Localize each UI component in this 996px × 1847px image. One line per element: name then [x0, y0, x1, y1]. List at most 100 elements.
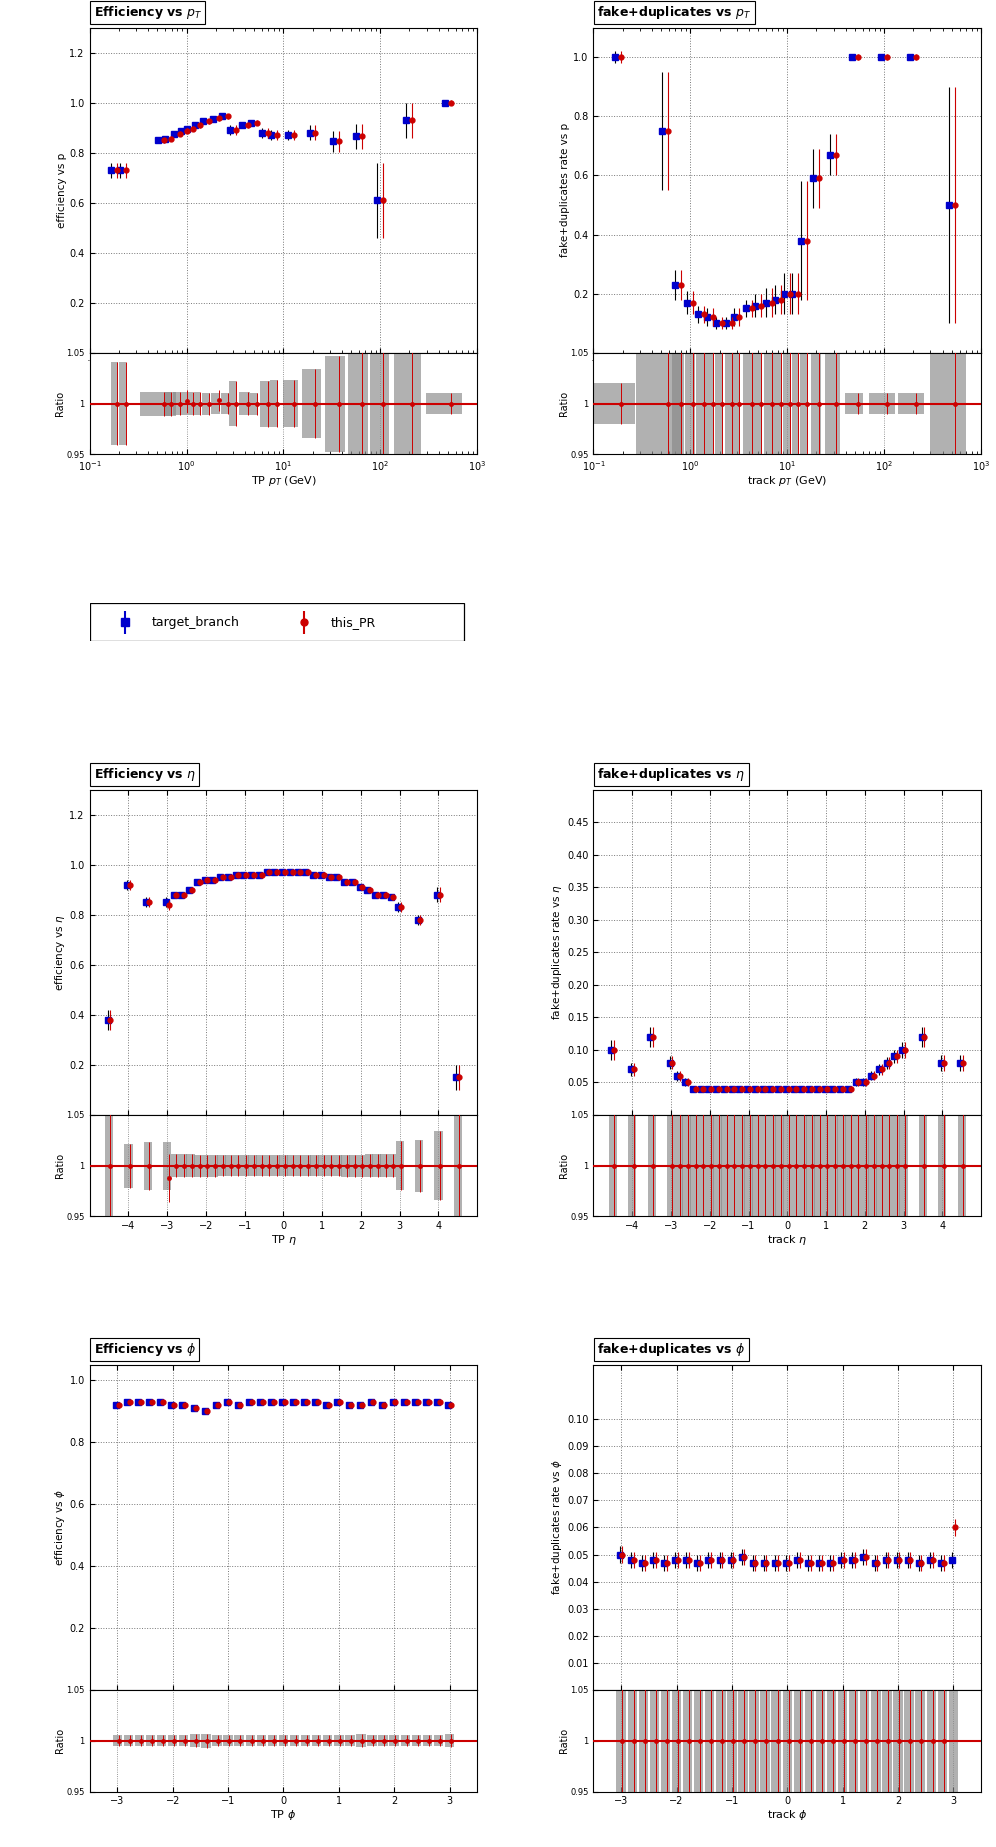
Bar: [776, 1064, 784, 1267]
Bar: [170, 1154, 179, 1177]
Text: Efficiency vs $\phi$: Efficiency vs $\phi$: [94, 1341, 196, 1358]
Bar: [938, 1014, 946, 1319]
Bar: [225, 1154, 233, 1177]
FancyBboxPatch shape: [90, 602, 464, 641]
Bar: [250, 393, 258, 416]
Y-axis label: efficiency vs p: efficiency vs p: [57, 153, 67, 227]
Bar: [318, 1154, 327, 1177]
Bar: [245, 1736, 255, 1745]
Bar: [380, 1154, 388, 1177]
X-axis label: TP $\phi$: TP $\phi$: [271, 1808, 297, 1821]
Bar: [811, 231, 822, 576]
Bar: [179, 1736, 188, 1745]
Bar: [826, 297, 841, 510]
Bar: [891, 1053, 900, 1278]
X-axis label: track $p_T$ (GeV): track $p_T$ (GeV): [747, 475, 828, 488]
Bar: [937, 1675, 947, 1806]
Bar: [346, 1736, 355, 1745]
Bar: [915, 1675, 925, 1806]
Bar: [168, 1736, 177, 1745]
Bar: [882, 1677, 891, 1805]
Bar: [303, 1154, 311, 1177]
Bar: [926, 1677, 936, 1805]
Bar: [188, 392, 193, 416]
Bar: [638, 1675, 648, 1806]
Y-axis label: Ratio: Ratio: [559, 1729, 569, 1753]
Bar: [791, 1064, 799, 1267]
Bar: [760, 1675, 770, 1806]
Bar: [772, 1675, 781, 1806]
Bar: [157, 1736, 166, 1745]
Bar: [628, 1021, 636, 1311]
X-axis label: track $\phi$: track $\phi$: [767, 1808, 808, 1821]
Bar: [872, 1675, 880, 1806]
Bar: [387, 1154, 396, 1177]
Bar: [248, 1154, 257, 1177]
Bar: [667, 1038, 675, 1293]
Bar: [737, 1064, 745, 1267]
Bar: [202, 1154, 210, 1177]
Y-axis label: efficiency vs $\phi$: efficiency vs $\phi$: [53, 1489, 67, 1566]
Bar: [325, 355, 346, 453]
Bar: [683, 1677, 692, 1805]
Y-axis label: Ratio: Ratio: [559, 392, 569, 416]
Bar: [816, 1675, 826, 1806]
Bar: [124, 1736, 133, 1745]
Text: this_PR: this_PR: [331, 615, 375, 628]
Bar: [260, 380, 270, 427]
Bar: [143, 1141, 152, 1189]
Bar: [373, 1154, 380, 1177]
Y-axis label: efficiency vs $\eta$: efficiency vs $\eta$: [53, 914, 67, 990]
Bar: [357, 1734, 366, 1747]
Bar: [334, 1154, 342, 1177]
Bar: [948, 1677, 958, 1805]
Bar: [290, 1736, 299, 1745]
Bar: [365, 1154, 373, 1177]
Bar: [194, 392, 200, 416]
Bar: [930, 0, 966, 1217]
Bar: [589, 384, 635, 425]
Bar: [400, 1736, 410, 1745]
Bar: [636, 133, 682, 674]
Bar: [876, 1049, 884, 1282]
Bar: [799, 1064, 807, 1267]
Bar: [869, 1047, 876, 1284]
Y-axis label: Ratio: Ratio: [55, 1729, 65, 1753]
Bar: [899, 1044, 907, 1287]
Text: Efficiency vs $p_T$: Efficiency vs $p_T$: [94, 4, 202, 20]
Bar: [202, 393, 210, 414]
Text: Efficiency vs $\eta$: Efficiency vs $\eta$: [94, 767, 195, 783]
Y-axis label: fake+duplicates rate vs $\eta$: fake+duplicates rate vs $\eta$: [550, 885, 564, 1020]
Bar: [783, 48, 791, 759]
Bar: [738, 1679, 748, 1803]
Bar: [800, 0, 808, 938]
Bar: [194, 1154, 202, 1177]
Bar: [883, 1051, 892, 1280]
X-axis label: TP $p_T$ (GeV): TP $p_T$ (GeV): [251, 475, 316, 488]
Bar: [454, 827, 462, 1503]
Bar: [342, 1154, 350, 1177]
Bar: [744, 1064, 753, 1267]
Bar: [830, 1064, 838, 1267]
Bar: [221, 393, 229, 414]
Bar: [764, 105, 774, 702]
Bar: [105, 1058, 114, 1273]
Bar: [295, 1154, 303, 1177]
Bar: [111, 362, 118, 445]
Bar: [957, 1014, 966, 1319]
Text: fake+duplicates vs $p_T$: fake+duplicates vs $p_T$: [598, 4, 752, 20]
Bar: [287, 1154, 295, 1177]
Y-axis label: fake+duplicates rate vs $\phi$: fake+duplicates rate vs $\phi$: [551, 1459, 565, 1596]
Bar: [814, 1064, 823, 1267]
Bar: [838, 1677, 848, 1805]
Bar: [870, 393, 895, 414]
Bar: [627, 1677, 637, 1805]
Bar: [279, 1154, 288, 1177]
Bar: [729, 1064, 737, 1267]
Bar: [904, 1677, 913, 1805]
Bar: [705, 1677, 714, 1805]
Bar: [660, 1675, 670, 1806]
Bar: [270, 380, 278, 427]
Bar: [898, 393, 924, 414]
Bar: [725, 201, 733, 608]
